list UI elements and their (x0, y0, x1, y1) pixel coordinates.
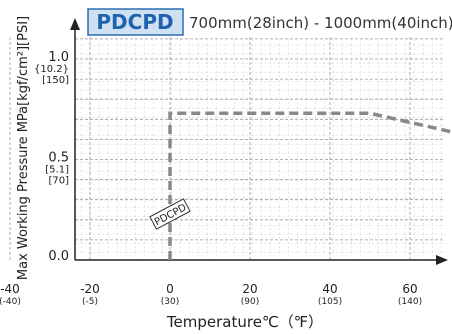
title-badge-text: PDCPD (96, 10, 173, 34)
x-tick-labels: -40(-40) -20(-5) 0(30) 20(90) 40(105) 60(140)… (0, 282, 422, 307)
y-axis-label: Max Working Pressure MPa[kgf/cm²][PSI] (16, 16, 31, 280)
y-tick-psi: [150] (42, 75, 69, 86)
x-tick-fahrenheit: (105) (318, 297, 342, 307)
x-tick-celsius: -20 (80, 282, 100, 296)
x-tick-celsius: 60 (402, 282, 417, 296)
x-tick-fahrenheit: (-40) (0, 297, 21, 307)
title-range: 700mm(28inch) - 1000mm(40inch) (189, 14, 452, 32)
series-tag-box (149, 198, 191, 230)
x-tick-celsius: 0 (166, 282, 174, 296)
plot-grid (75, 37, 445, 260)
y-tick-kgf: [5.1] (45, 165, 69, 176)
y-tick-mpa: 0.5 (48, 151, 69, 166)
y-axis-arrow-icon (70, 18, 80, 30)
y-tick-labels: 0.0 0.5[5.1][70] 1.0{10.2}[150] (34, 50, 69, 264)
x-tick-celsius: -40 (0, 282, 20, 296)
x-axis-label: Temperature℃（℉） (166, 313, 323, 331)
x-tick-fahrenheit: (30) (161, 297, 179, 307)
title-badge (87, 8, 184, 36)
major-grid (9, 37, 445, 260)
x-tick-fahrenheit: (-5) (82, 297, 98, 307)
x-tick-celsius: 40 (322, 282, 337, 296)
y-tick-mpa: 0.0 (48, 249, 69, 264)
y-tick-mpa: 1.0 (48, 50, 69, 65)
x-tick-fahrenheit: (90) (241, 297, 259, 307)
y-tick-psi: [70] (48, 176, 69, 187)
x-axis-arrow-icon (436, 255, 448, 265)
x-tick-fahrenheit: (140) (398, 297, 422, 307)
y-tick-kgf: {10.2} (34, 64, 69, 75)
x-tick-celsius: 20 (242, 282, 257, 296)
